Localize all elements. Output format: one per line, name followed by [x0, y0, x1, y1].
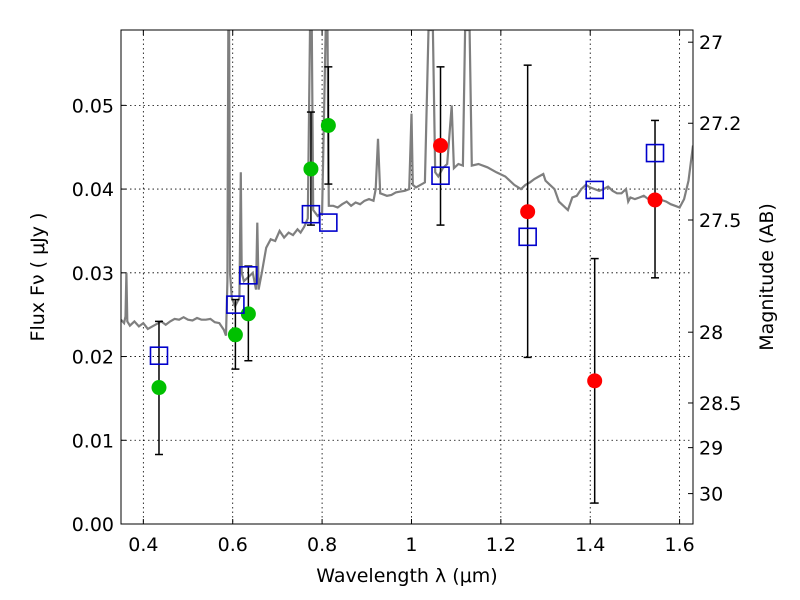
x-tick-label: 1.4	[575, 534, 605, 556]
plot-area	[121, 30, 693, 504]
y-tick-label: 0.00	[72, 514, 114, 536]
y-axis-left-label: Flux Fν ( μJy )	[27, 213, 49, 342]
right-tick-label: 27	[699, 32, 723, 54]
model-photometry-square	[239, 266, 258, 285]
model-photometry-square	[585, 180, 604, 200]
y-tick-label: 0.02	[72, 347, 114, 369]
y-tick-label: 0.03	[72, 263, 114, 285]
y-axis-right-ticks: 27 27.2 27.5 28 28.5 29 30	[688, 32, 741, 506]
y-tick-label: 0.05	[72, 95, 114, 117]
green-data-point	[151, 380, 167, 396]
x-axis-label: Wavelength λ (μm)	[316, 565, 497, 587]
model-photometry-square	[149, 346, 169, 366]
model-photometry-square	[431, 166, 450, 185]
y-tick-label: 0.01	[72, 430, 114, 452]
model-photometry-square	[645, 143, 665, 163]
x-tick-label: 1.2	[486, 534, 516, 556]
green-data-point	[227, 327, 243, 343]
model-spectrum-line	[121, 30, 693, 336]
x-tick-label: 0.6	[218, 534, 248, 556]
green-data-point	[320, 117, 336, 133]
x-tick-label: 0.8	[307, 534, 337, 556]
red-data-point	[433, 138, 449, 154]
plot-frame	[120, 29, 694, 525]
x-axis-ticks: 0.4 0.6 0.8 1 1.2 1.4 1.6	[128, 30, 695, 556]
right-tick-label: 27.2	[699, 113, 741, 135]
right-tick-label: 27.5	[699, 210, 741, 232]
green-data-point	[303, 161, 319, 177]
red-data-point	[587, 373, 603, 389]
y-axis-right-label: Magnitude (AB)	[756, 203, 778, 351]
grid-lines	[121, 30, 693, 525]
right-tick-label: 29	[699, 438, 723, 460]
model-photometry-square	[226, 295, 245, 314]
x-tick-label: 1	[405, 534, 417, 556]
x-tick-label: 1.6	[664, 534, 694, 556]
right-tick-label: 28	[699, 322, 723, 344]
x-tick-label: 0.4	[128, 534, 158, 556]
model-photometry-square	[319, 213, 338, 232]
red-data-point	[647, 192, 663, 208]
model-photometry-square	[518, 227, 537, 247]
y-tick-label: 0.04	[72, 179, 114, 201]
right-tick-label: 28.5	[699, 393, 741, 415]
right-tick-label: 30	[699, 484, 723, 506]
y-axis-left-ticks: 0.00 0.01 0.02 0.03 0.04 0.05	[72, 95, 126, 536]
data-markers	[149, 117, 665, 396]
red-data-point	[520, 204, 536, 220]
